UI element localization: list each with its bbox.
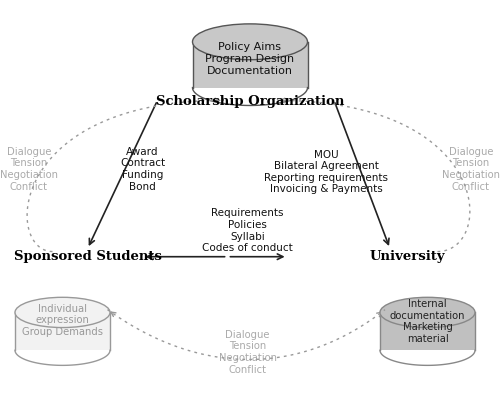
- Ellipse shape: [15, 297, 110, 328]
- FancyBboxPatch shape: [192, 42, 308, 88]
- Text: University: University: [370, 250, 446, 263]
- Text: MOU
Bilateral Agreement
Reporting requirements
Invoicing & Payments: MOU Bilateral Agreement Reporting requir…: [264, 150, 388, 194]
- Text: Scholarship Organization: Scholarship Organization: [156, 95, 344, 108]
- Ellipse shape: [192, 24, 308, 60]
- FancyBboxPatch shape: [380, 312, 475, 350]
- FancyBboxPatch shape: [15, 312, 110, 350]
- Text: Policy Aims
Program Design
Documentation: Policy Aims Program Design Documentation: [206, 42, 294, 76]
- Text: Internal
documentation
Marketing
material: Internal documentation Marketing materia…: [390, 299, 465, 344]
- Text: Dialogue
Tension
Negotiation
Conflict: Dialogue Tension Negotiation Conflict: [442, 147, 500, 191]
- Text: Requirements
Policies
Syllabi
Codes of conduct: Requirements Policies Syllabi Codes of c…: [202, 209, 293, 253]
- Text: Sponsored Students: Sponsored Students: [14, 250, 162, 263]
- Text: Individual
expression
Group Demands: Individual expression Group Demands: [22, 304, 103, 337]
- Text: Award
Contract
Funding
Bond: Award Contract Funding Bond: [120, 147, 165, 191]
- Ellipse shape: [380, 297, 475, 328]
- Text: Dialogue
Tension
Negotiation
Conflict: Dialogue Tension Negotiation Conflict: [0, 147, 58, 191]
- Text: Dialogue
Tension
Negotiation
Conflict: Dialogue Tension Negotiation Conflict: [218, 330, 276, 375]
